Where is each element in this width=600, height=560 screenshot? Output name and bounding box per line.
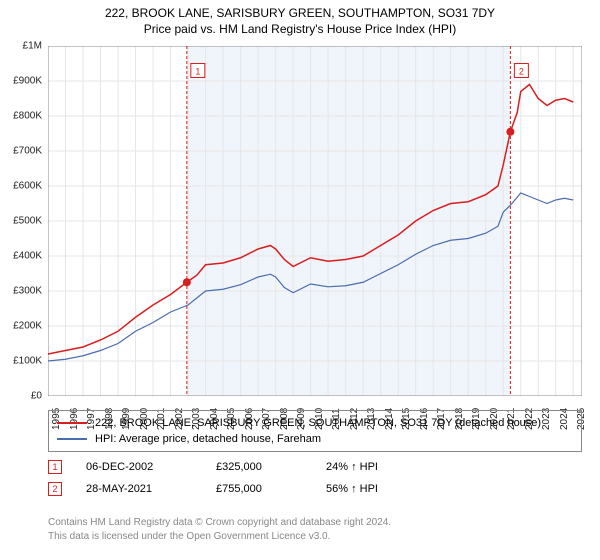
- y-tick-label: £200K: [13, 321, 42, 332]
- y-tick-label: £300K: [13, 286, 42, 297]
- transaction-date: 06-DEC-2002: [86, 461, 216, 473]
- svg-text:1: 1: [195, 67, 200, 77]
- transaction-row: 2 28-MAY-2021£755,00056% ↑ HPI: [48, 478, 582, 500]
- footnote-line-1: Contains HM Land Registry data © Crown c…: [48, 516, 391, 530]
- y-tick-label: £700K: [13, 146, 42, 157]
- transactions-table: 1 06-DEC-2002£325,00024% ↑ HPI 2 28-MAY-202…: [48, 456, 582, 500]
- transaction-row: 1 06-DEC-2002£325,00024% ↑ HPI: [48, 456, 582, 478]
- legend-swatch: [57, 422, 87, 424]
- y-axis: £0£100K£200K£300K£400K£500K£600K£700K£80…: [0, 46, 46, 396]
- legend-label: 222, BROOK LANE, SARISBURY GREEN, SOUTHA…: [95, 417, 541, 429]
- svg-text:2: 2: [519, 67, 524, 77]
- legend-swatch: [57, 438, 87, 440]
- y-tick-label: £500K: [13, 216, 42, 227]
- title-line-1: 222, BROOK LANE, SARISBURY GREEN, SOUTHA…: [0, 6, 600, 22]
- y-tick-label: £600K: [13, 181, 42, 192]
- y-tick-label: £400K: [13, 251, 42, 262]
- y-tick-label: £100K: [13, 356, 42, 367]
- transaction-price: £755,000: [216, 483, 326, 495]
- legend-item: 222, BROOK LANE, SARISBURY GREEN, SOUTHA…: [57, 415, 573, 431]
- y-tick-label: £900K: [13, 76, 42, 87]
- legend-item: HPI: Average price, detached house, Fare…: [57, 431, 573, 447]
- transaction-diff: 56% ↑ HPI: [326, 483, 426, 495]
- footnote: Contains HM Land Registry data © Crown c…: [48, 516, 391, 544]
- legend: 222, BROOK LANE, SARISBURY GREEN, SOUTHA…: [48, 410, 582, 452]
- transaction-diff: 24% ↑ HPI: [326, 461, 426, 473]
- y-tick-label: £0: [31, 391, 42, 402]
- title-line-2: Price paid vs. HM Land Registry's House …: [0, 22, 600, 38]
- transaction-marker: 1: [48, 460, 62, 474]
- chart-container: 222, BROOK LANE, SARISBURY GREEN, SOUTHA…: [0, 0, 600, 560]
- footnote-line-2: This data is licensed under the Open Gov…: [48, 530, 391, 544]
- chart-plot-area: 12: [48, 46, 582, 396]
- y-tick-label: £800K: [13, 111, 42, 122]
- y-tick-label: £1M: [23, 41, 42, 52]
- chart-title: 222, BROOK LANE, SARISBURY GREEN, SOUTHA…: [0, 0, 600, 39]
- legend-label: HPI: Average price, detached house, Fare…: [95, 433, 321, 445]
- transaction-marker: 2: [48, 482, 62, 496]
- transaction-price: £325,000: [216, 461, 326, 473]
- chart-svg: 12: [48, 46, 582, 396]
- transaction-date: 28-MAY-2021: [86, 483, 216, 495]
